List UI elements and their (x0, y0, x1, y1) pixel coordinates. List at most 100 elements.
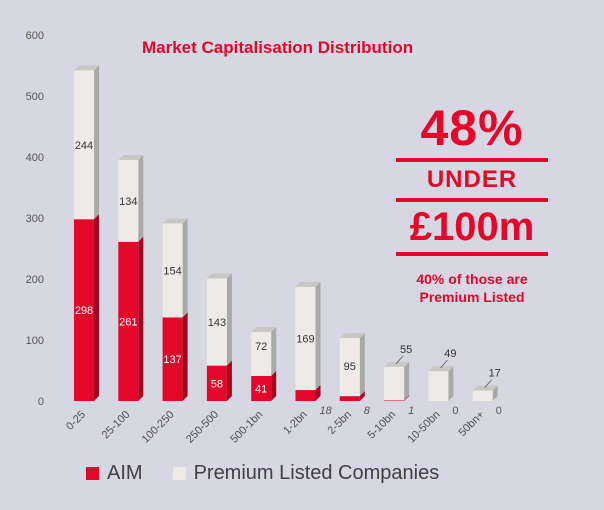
bar-side-premium (404, 361, 410, 401)
bar-top (384, 361, 410, 367)
bar-top (339, 333, 365, 339)
bar-top (74, 65, 99, 71)
bar-premium (206, 278, 227, 366)
bar-premium (74, 70, 94, 220)
callout-note: 40% of those are Premium Listed (396, 270, 548, 306)
data-label-premium: 95 (344, 361, 356, 373)
bar-premium (472, 390, 493, 401)
y-tick-label: 0 (38, 396, 44, 408)
y-tick-label: 200 (26, 274, 44, 286)
chart-legend: AIM Premium Listed Companies (86, 458, 469, 488)
bar-side-premium (492, 385, 498, 401)
bar-side-aim (226, 360, 232, 401)
bar-premium (339, 338, 360, 397)
data-label-aim: 58 (211, 378, 223, 390)
y-tick-label: 500 (26, 91, 44, 103)
y-tick-label: 600 (26, 30, 44, 42)
data-label-leader (395, 355, 404, 365)
bar-aim (384, 400, 405, 401)
bar-side-premium (448, 366, 454, 401)
y-tick-label: 400 (26, 152, 44, 164)
bar-top (472, 385, 498, 391)
data-label-premium: 72 (255, 341, 267, 353)
data-label-premium: 17 (489, 368, 501, 380)
data-label-aim: 41 (255, 383, 267, 395)
bar-side-premium (226, 273, 232, 366)
data-label-aim: 298 (75, 305, 93, 317)
data-label-aim: 8 (364, 405, 371, 417)
bar-premium (118, 160, 139, 242)
bar-side-aim (359, 391, 365, 401)
data-label-premium: 244 (75, 140, 93, 152)
bar-side-aim (271, 370, 277, 401)
bar-premium (251, 332, 272, 376)
bar-side-premium (182, 218, 188, 318)
data-label-aim: 261 (119, 316, 137, 328)
bar-premium (384, 366, 405, 401)
bar-aim (118, 241, 139, 401)
bar-top (428, 366, 454, 372)
callout-divider-top (396, 158, 548, 162)
bar-aim (162, 317, 183, 401)
data-label-aim: 18 (320, 405, 333, 417)
data-label-premium: 55 (400, 344, 412, 356)
data-label-aim: 0 (496, 405, 502, 417)
data-label-premium: 154 (163, 265, 181, 277)
bar-aim (206, 365, 227, 401)
legend-swatch-aim (86, 466, 99, 480)
bar-side-premium (138, 155, 144, 242)
bar-aim (74, 219, 94, 401)
legend-item-aim: AIM (86, 462, 143, 485)
bar-side-aim (94, 214, 99, 401)
bar-side-aim (138, 236, 144, 401)
data-label-leader (440, 359, 448, 369)
bar-aim (295, 390, 316, 401)
callout-divider-bottom (396, 252, 548, 256)
x-tick-label: 0-25 (64, 409, 88, 433)
bar-top (295, 281, 321, 287)
bar-aim (339, 396, 360, 401)
bar-side-aim (404, 395, 410, 401)
data-label-premium: 169 (296, 333, 314, 345)
data-label-premium: 143 (208, 317, 226, 329)
x-tick-label: 5-10bn (366, 409, 399, 442)
bar-side-premium (94, 65, 99, 220)
callout-under: UNDER (426, 166, 518, 193)
callout-divider-middle (396, 198, 548, 202)
callout-box: 48% UNDER £100m 40% of those are Premium… (396, 100, 548, 306)
data-label-leader (484, 379, 493, 388)
callout-amount: £100m (409, 205, 535, 249)
bar-top (206, 273, 232, 279)
bar-aim (251, 375, 272, 401)
y-tick-label: 300 (26, 213, 44, 225)
legend-item-premium: Premium Listed Companies (172, 461, 440, 485)
bar-side-premium (315, 281, 321, 391)
legend-swatch-premium (172, 466, 186, 480)
bar-top (118, 155, 144, 161)
bar-side-premium (271, 327, 277, 376)
x-tick-label: 1-2bn (281, 409, 309, 437)
callout-note-line1: 40% of those are (416, 271, 528, 287)
bar-side-premium (359, 333, 365, 397)
bar-side-aim (182, 312, 188, 401)
bar-top (251, 327, 277, 333)
legend-label-premium: Premium Listed Companies (193, 461, 440, 484)
data-label-aim: 137 (163, 354, 181, 366)
x-tick-label: 250-500 (184, 409, 221, 446)
x-tick-label: 50bn+ (456, 409, 486, 439)
legend-label-aim: AIM (107, 461, 143, 484)
chart-title: Market Capitalisation Distribution (142, 38, 414, 57)
bar-premium (295, 286, 316, 391)
bar-side-aim (315, 385, 321, 401)
data-label-premium: 134 (119, 196, 137, 208)
callout-note-line2: Premium Listed (419, 289, 525, 305)
x-tick-label: 25-100 (100, 409, 133, 442)
bar-top (162, 218, 188, 224)
x-tick-label: 100-250 (140, 409, 177, 446)
data-label-aim: 0 (452, 405, 458, 417)
bar-premium (428, 371, 449, 401)
bar-premium (162, 223, 183, 318)
data-label-aim: 1 (408, 405, 414, 417)
